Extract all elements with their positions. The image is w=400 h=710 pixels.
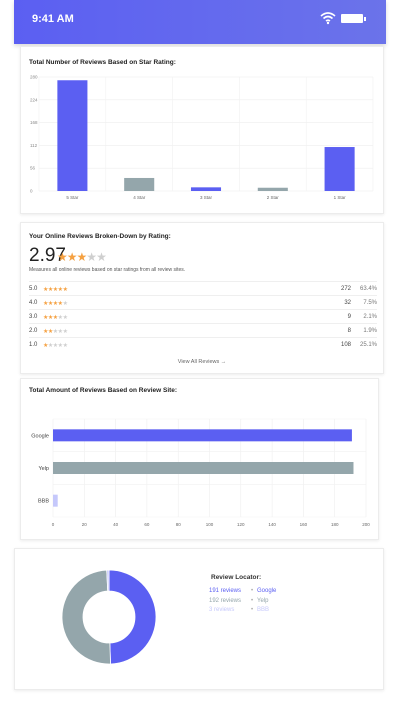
y-tick-label: 56 — [30, 166, 36, 171]
rating-row-percent: 7.5% — [363, 300, 377, 306]
x-tick-label: 200 — [362, 522, 370, 527]
rating-row[interactable]: 4.0 ★★★★★ 32 7.5% — [29, 295, 377, 310]
x-tick-label: 60 — [144, 522, 150, 527]
x-tick-label: 40 — [113, 522, 119, 527]
bar[interactable] — [190, 187, 222, 191]
locator-count: 192 reviews — [209, 597, 242, 604]
review-locator-item[interactable]: 192 reviews • Yelp — [209, 598, 268, 604]
rating-row-percent: 25.1% — [359, 342, 377, 348]
battery-tip — [364, 17, 366, 21]
y-tick-label: 280 — [30, 75, 38, 80]
locator-site: Google — [257, 588, 277, 594]
review-site-bar-chart: 0 20 40 60 80 100 120 140 160 180 200 Google Yelp BBB — [31, 418, 370, 527]
rating-row-stars: ★★★★★ — [43, 328, 68, 335]
review-locator-item[interactable]: 191 reviews • Google — [209, 588, 276, 594]
rating-row[interactable]: 5.0 ★★★★★ 272 63.4% — [29, 281, 377, 296]
rating-row-count: 8 — [347, 328, 351, 334]
x-tick-label: 100 — [206, 522, 214, 527]
bar[interactable] — [57, 80, 88, 191]
y-tick-label: 224 — [30, 97, 38, 102]
x-tick-label: 80 — [176, 522, 182, 527]
rating-row-stars: ★★★★★ — [43, 342, 68, 349]
review-locator-card: Review Locator: 191 reviews • Google 192 re… — [14, 548, 384, 690]
rating-breakdown-title: Your Online Reviews Broken-Down by Ratin… — [29, 233, 171, 240]
rating-row-count: 108 — [340, 342, 351, 348]
rating-row-stars: ★★★★★ — [43, 286, 68, 293]
locator-bullet: • — [250, 607, 254, 613]
rating-row-percent: 63.4% — [359, 286, 377, 292]
star-rating-chart-title: Total Number of Reviews Based on Star Ra… — [29, 59, 176, 66]
star-rating-bar-chart: 0 56 112 168 224 280 5 Star 4 Star 3 Star 2 Star 1… — [30, 75, 374, 200]
bar[interactable] — [124, 177, 155, 191]
x-tick-label: 3 Star — [200, 195, 213, 200]
rating-row-label: 3.0 — [29, 314, 38, 320]
locator-site: Yelp — [257, 597, 269, 604]
donut-slice[interactable] — [61, 569, 111, 665]
rating-row-count: 272 — [340, 286, 351, 292]
review-site-card: Total Amount of Reviews Based on Review … — [20, 378, 379, 540]
donut-slice[interactable] — [108, 569, 157, 665]
average-rating: 2.97 — [29, 245, 66, 266]
rating-row-stars: ★★★★★ — [43, 300, 68, 307]
rating-row[interactable]: 1.0 ★★★★★ 108 25.1% — [29, 337, 377, 352]
status-time: 9:41 AM — [32, 13, 74, 25]
locator-bullet: • — [250, 588, 254, 594]
review-site-chart-title: Total Amount of Reviews Based on Review … — [29, 387, 178, 394]
rating-row-label: 1.0 — [29, 342, 38, 348]
star-rating-card: Total Number of Reviews Based on Star Ra… — [20, 46, 384, 214]
rating-row-percent: 2.1% — [363, 314, 377, 320]
locator-count: 3 reviews — [209, 607, 235, 613]
x-tick-label: 160 — [300, 522, 308, 527]
y-tick-label: 168 — [30, 120, 38, 125]
x-tick-label: 4 Star — [133, 195, 146, 200]
bar[interactable] — [53, 429, 352, 442]
y-tick-label: Google — [31, 433, 49, 439]
locator-site: BBB — [257, 607, 270, 613]
rating-breakdown-card: Your Online Reviews Broken-Down by Ratin… — [20, 222, 384, 374]
rating-row-label: 4.0 — [29, 300, 38, 306]
y-tick-label: 112 — [30, 143, 38, 148]
x-tick-label: 2 Star — [267, 195, 280, 200]
bar[interactable] — [53, 494, 58, 507]
bar[interactable] — [324, 147, 355, 191]
battery-icon — [341, 14, 363, 23]
rating-row-label: 2.0 — [29, 328, 38, 334]
review-locator-item[interactable]: 3 reviews • BBB — [209, 607, 269, 613]
wifi-icon — [320, 12, 336, 25]
x-tick-label: 5 Star — [66, 195, 79, 200]
x-tick-label: 180 — [331, 522, 339, 527]
review-locator-title: Review Locator: — [211, 574, 262, 581]
locator-bullet: • — [250, 597, 254, 604]
rating-row-stars: ★★★★★ — [43, 314, 68, 321]
rating-row-count: 32 — [344, 300, 351, 306]
locator-count: 191 reviews — [209, 588, 242, 594]
x-tick-label: 140 — [268, 522, 276, 527]
bar[interactable] — [257, 187, 288, 191]
status-bar: 9:41 AM — [14, 0, 386, 44]
y-tick-label: BBB — [38, 499, 49, 505]
x-tick-label: 0 — [52, 522, 55, 527]
rating-note: Measures all online reviews based on sta… — [29, 267, 186, 273]
rating-row-percent: 1.9% — [363, 328, 377, 334]
donut-slice[interactable] — [106, 569, 110, 592]
y-tick-label: Yelp — [38, 466, 49, 472]
x-tick-label: 1 Star — [334, 195, 347, 200]
y-tick-label: 0 — [30, 189, 33, 194]
bar[interactable] — [53, 462, 354, 474]
rating-row-count: 9 — [347, 314, 351, 320]
rating-row-label: 5.0 — [29, 286, 38, 292]
rating-row[interactable]: 2.0 ★★★★★ 8 1.9% — [29, 323, 377, 338]
x-tick-label: 20 — [82, 522, 88, 527]
review-site-donut-chart — [61, 569, 157, 665]
average-rating-stars: ★★★★★ — [57, 250, 107, 264]
rating-row[interactable]: 3.0 ★★★★★ 9 2.1% — [29, 309, 377, 324]
x-tick-label: 120 — [237, 522, 245, 527]
view-all-reviews-link[interactable]: View All Reviews → — [177, 359, 227, 365]
